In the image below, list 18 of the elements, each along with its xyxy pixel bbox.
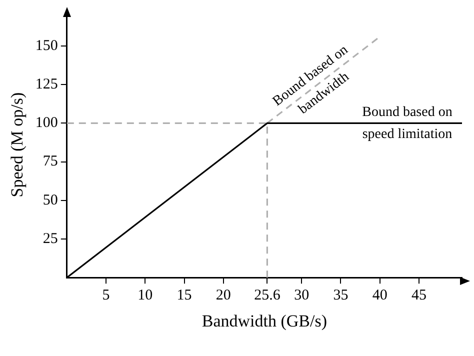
x-tick-label: 15 (176, 288, 192, 304)
y-tick-label: 25 (42, 230, 58, 247)
x-tick-label: 20 (216, 288, 231, 304)
annotation: Bound based on speed limitation (362, 104, 452, 142)
x-tick-label: 40 (372, 288, 388, 304)
y-tick-label: 50 (42, 192, 58, 208)
y-tick-label: 100 (35, 115, 58, 132)
y-tick-label: 75 (42, 154, 58, 170)
y-axis-title: Speed (M op/s) (8, 92, 27, 198)
y-tick-label: 125 (35, 76, 58, 93)
x-tick-label: 45 (411, 288, 426, 304)
x-axis-title: Bandwidth (GB/s) (202, 311, 328, 330)
x-tick-label: 5 (102, 288, 110, 304)
y-tick-label: 150 (35, 38, 58, 54)
x-tick-label: 10 (138, 288, 153, 304)
x-tick-label: 25.6 (254, 288, 281, 304)
x-tick-label: 30 (294, 288, 310, 304)
x-tick-label: 35 (333, 288, 348, 304)
